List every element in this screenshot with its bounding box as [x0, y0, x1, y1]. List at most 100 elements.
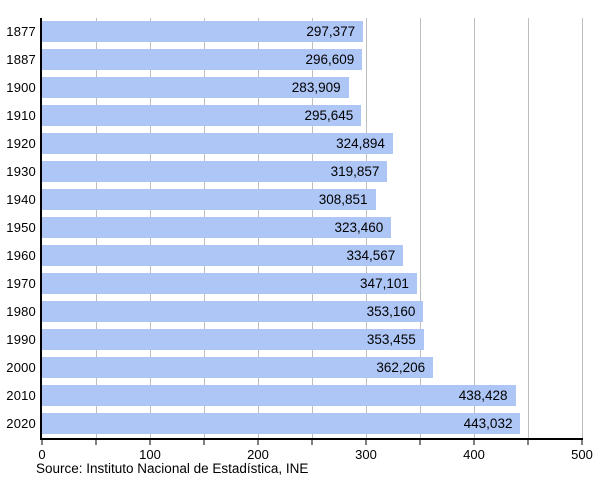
- value-label: 347,101: [360, 276, 409, 291]
- value-label: 319,857: [330, 164, 380, 179]
- value-label: 438,428: [458, 388, 508, 403]
- x-axis-line: [40, 438, 583, 440]
- bar-row: 2020 443,032: [0, 410, 600, 438]
- bar: 324,894: [42, 133, 393, 154]
- bar: 323,460: [42, 217, 392, 238]
- bar-row: 1980 353,160: [0, 298, 600, 326]
- bar-row: 1970 347,101: [0, 270, 600, 298]
- bar-track: 438,428: [42, 382, 582, 410]
- gridline: [420, 18, 421, 438]
- year-label: 1877: [6, 24, 36, 39]
- bar: 308,851: [42, 189, 376, 210]
- value-label: 296,609: [305, 52, 355, 67]
- bar: 362,206: [42, 357, 434, 378]
- bar-row: 2000 362,206: [0, 354, 600, 382]
- bar-row: 1950 323,460: [0, 214, 600, 242]
- bar: 297,377: [42, 21, 364, 42]
- value-label: 308,851: [318, 192, 368, 207]
- bar: 438,428: [42, 385, 516, 406]
- year-label: 1950: [6, 220, 36, 235]
- tick-mark: [41, 440, 43, 445]
- bar-row: 1940 308,851: [0, 186, 600, 214]
- x-tick-label: 0: [38, 447, 46, 462]
- tick-mark: [581, 440, 583, 445]
- bar: 295,645: [42, 105, 362, 126]
- value-label: 324,894: [336, 136, 385, 151]
- value-label: 297,377: [306, 24, 356, 39]
- x-tick-label: 200: [247, 447, 269, 462]
- year-label: 1980: [6, 304, 36, 319]
- x-axis-labels: 0 100 200 300 400 500: [38, 447, 592, 462]
- tick-mark: [257, 440, 259, 445]
- gridline: [474, 18, 475, 438]
- bar-row: 1930 319,857: [0, 158, 600, 186]
- bar-track: 296,609: [42, 46, 582, 74]
- x-tick-label: 500: [571, 447, 593, 462]
- bar-row: 2010 438,428: [0, 382, 600, 410]
- tick-mark: [149, 440, 151, 445]
- tick-mark: [473, 440, 475, 445]
- tick-mark: [311, 440, 313, 445]
- year-label: 1940: [6, 192, 36, 207]
- x-axis-ticks: [41, 440, 583, 445]
- bar: 347,101: [42, 273, 417, 294]
- bar-track: 283,909: [42, 74, 582, 102]
- year-label: 1887: [6, 52, 36, 67]
- year-label: 1910: [6, 108, 36, 123]
- bars-layer: 1877 297,377 1887 296,609 1900 283,909 1910 295…: [0, 18, 600, 438]
- bar-track: 353,160: [42, 298, 582, 326]
- year-label: 1900: [6, 80, 36, 95]
- bar: 296,609: [42, 49, 363, 70]
- source-caption: Source: Instituto Nacional de Estadístic…: [36, 461, 309, 476]
- value-label: 362,206: [376, 360, 426, 375]
- bar: 319,857: [42, 161, 388, 182]
- bar-track: 353,455: [42, 326, 582, 354]
- bar-track: 347,101: [42, 270, 582, 298]
- bar-row: 1910 295,645: [0, 102, 600, 130]
- gridline: [528, 18, 529, 438]
- bar-track: 324,894: [42, 130, 582, 158]
- bar-row: 1960 334,567: [0, 242, 600, 270]
- value-label: 323,460: [334, 220, 384, 235]
- bar-row: 1900 283,909: [0, 74, 600, 102]
- year-label: 1960: [6, 248, 36, 263]
- tick-mark: [365, 440, 367, 445]
- y-axis-line: [40, 18, 42, 440]
- bar: 443,032: [42, 413, 521, 434]
- bar-track: 297,377: [42, 18, 582, 46]
- bar-track: 319,857: [42, 158, 582, 186]
- value-label: 353,455: [366, 332, 416, 347]
- year-label: 1920: [6, 136, 36, 151]
- tick-mark: [527, 440, 529, 445]
- bar-row: 1990 353,455: [0, 326, 600, 354]
- year-label: 2010: [6, 388, 36, 403]
- year-label: 1930: [6, 164, 36, 179]
- bar-track: 362,206: [42, 354, 582, 382]
- year-label: 2020: [6, 416, 36, 431]
- x-tick-label: 300: [355, 447, 377, 462]
- gridline: [582, 18, 583, 438]
- year-label: 1970: [6, 276, 36, 291]
- bar: 353,455: [42, 329, 424, 350]
- bar-row: 1920 324,894: [0, 130, 600, 158]
- year-label: 1990: [6, 332, 36, 347]
- bar-track: 295,645: [42, 102, 582, 130]
- value-label: 334,567: [346, 248, 396, 263]
- x-tick-label: 100: [139, 447, 161, 462]
- bar-row: 1887 296,609: [0, 46, 600, 74]
- x-tick-label: 400: [463, 447, 485, 462]
- bar-row: 1877 297,377: [0, 18, 600, 46]
- bar: 353,160: [42, 301, 424, 322]
- bar: 334,567: [42, 245, 404, 266]
- tick-mark: [95, 440, 97, 445]
- bar: 283,909: [42, 77, 349, 98]
- value-label: 283,909: [291, 80, 341, 95]
- tick-mark: [203, 440, 205, 445]
- year-label: 2000: [6, 360, 36, 375]
- bar-track: 443,032: [42, 410, 582, 438]
- value-label: 353,160: [366, 304, 416, 319]
- value-label: 295,645: [304, 108, 354, 123]
- bar-track: 334,567: [42, 242, 582, 270]
- bar-track: 323,460: [42, 214, 582, 242]
